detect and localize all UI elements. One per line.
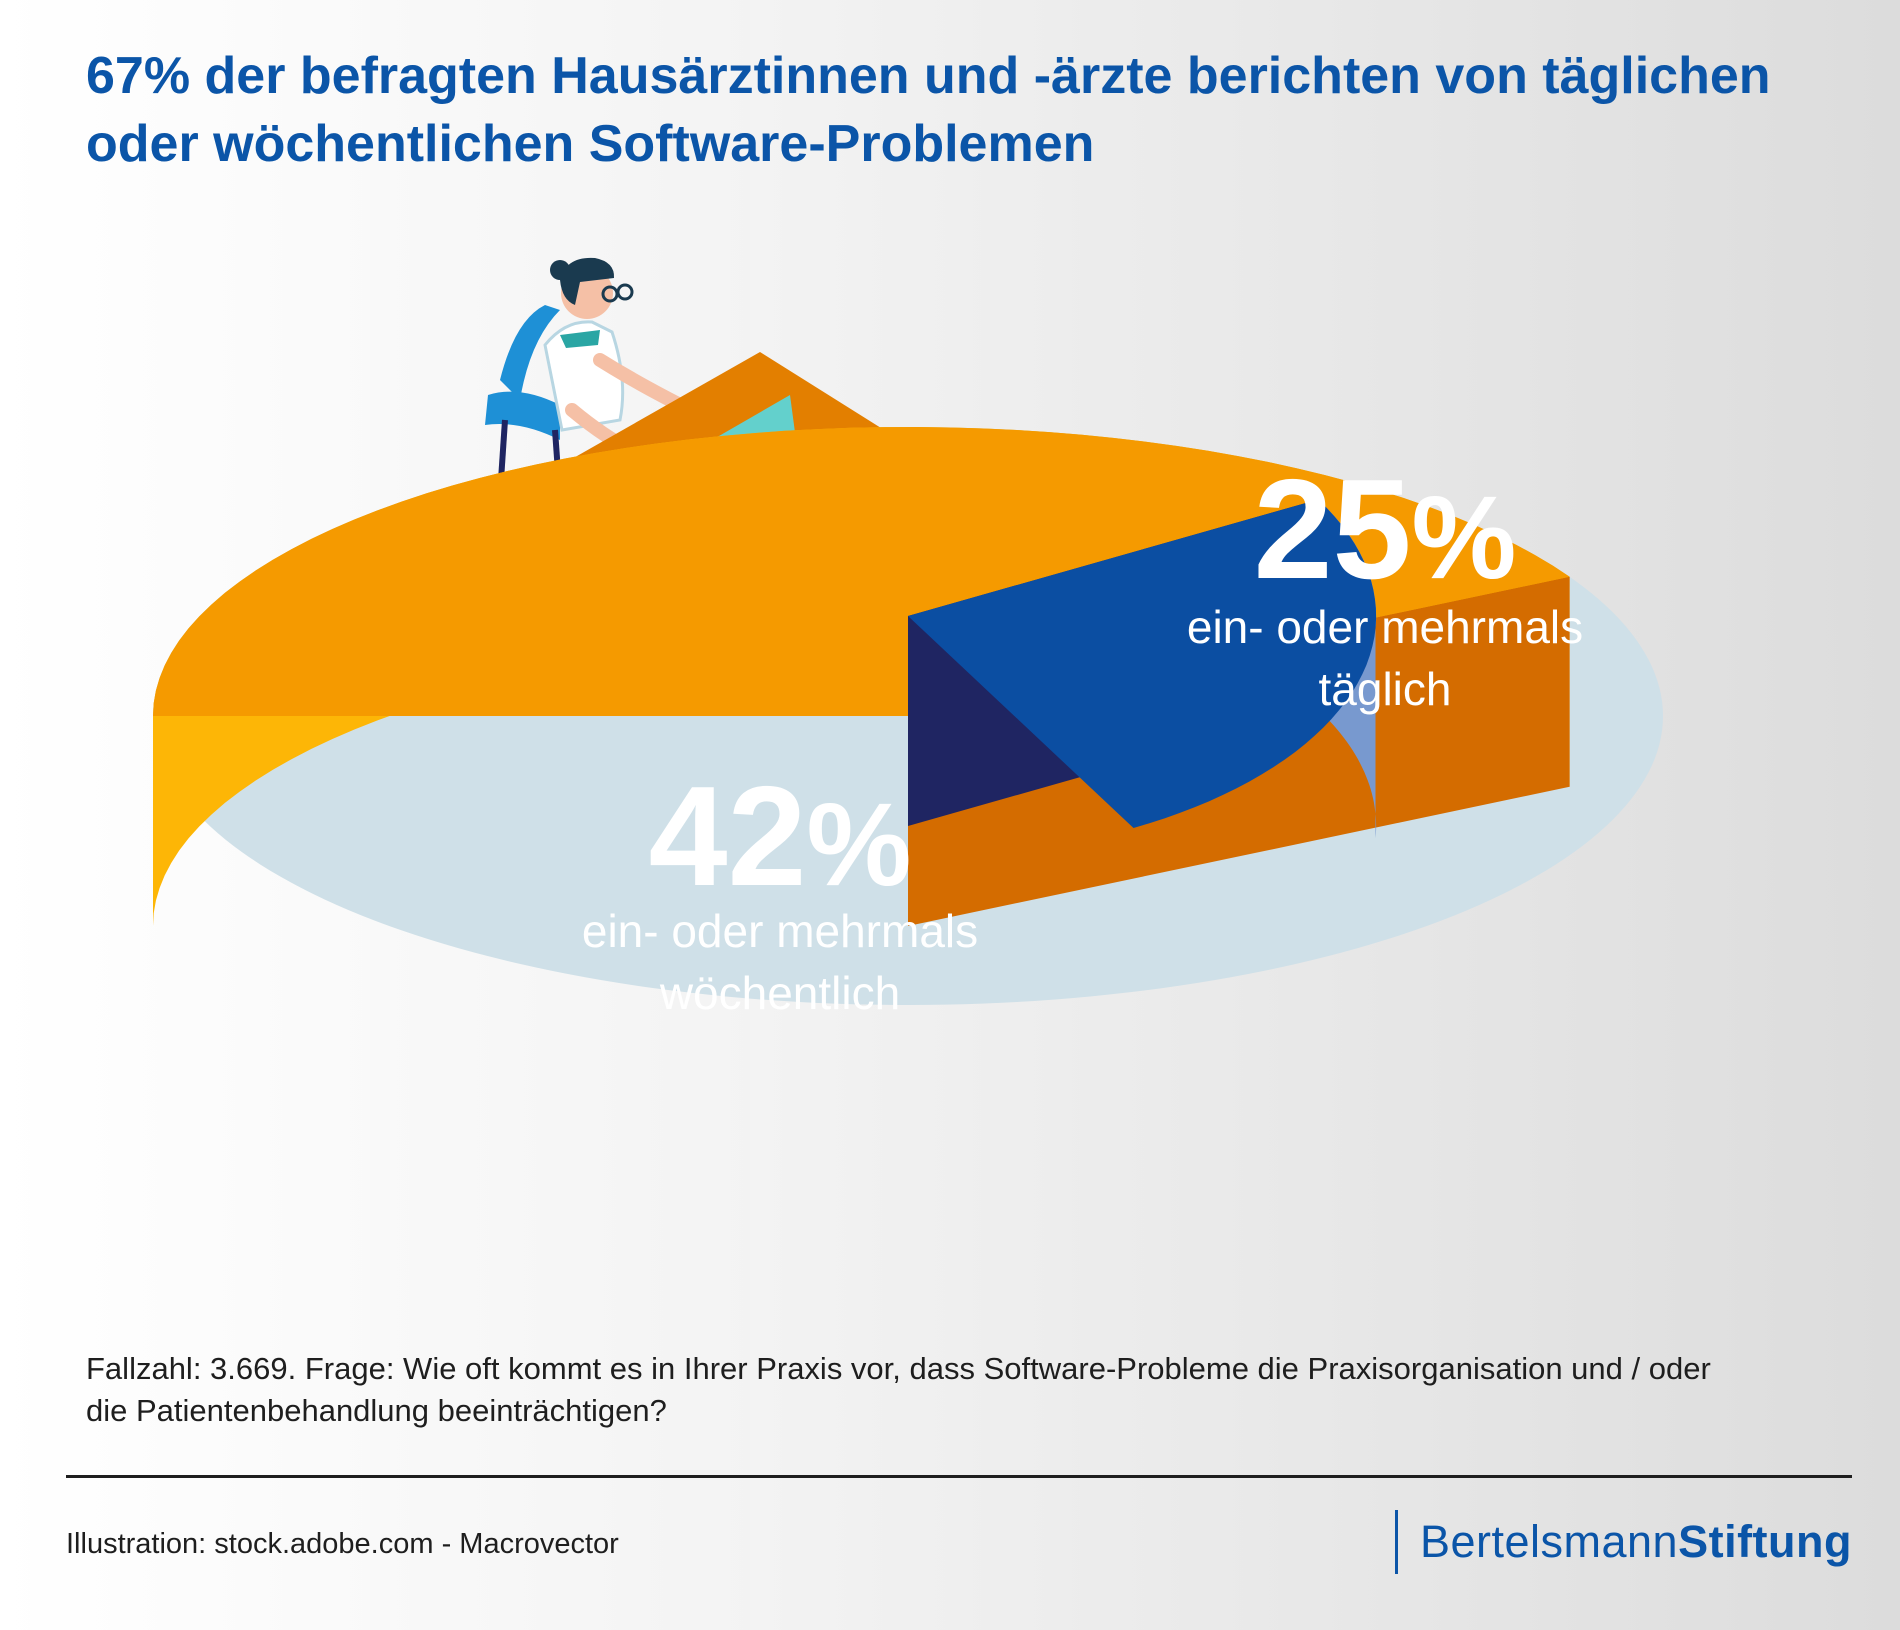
footnote: Fallzahl: 3.669. Frage: Wie oft kommt es…: [86, 1348, 1866, 1432]
logo-text: BertelsmannStiftung: [1420, 1516, 1852, 1568]
pie-slice-42-category-line-1: ein- oder mehrmals: [581, 905, 979, 957]
footnote-line-2: die Patientenbehandlung beeinträchtigen?: [86, 1393, 667, 1428]
pie-slice-42-value-label: 42%: [480, 762, 1080, 920]
pie-slice-25-top: [908, 499, 1377, 828]
chart-title-line-2: oder wöchentlichen Software-Problemen: [86, 115, 1095, 173]
divider: [66, 1475, 1852, 1478]
pie-slice-25-category-line-1: ein- oder mehrmals: [1186, 601, 1584, 653]
logo-text-part-1: Bertelsmann: [1419, 1516, 1679, 1567]
chart-title-line-1: 67% der befragten Hausärztinnen und -ärz…: [86, 47, 1771, 105]
logo-bar: [1394, 1510, 1398, 1574]
pie-slice-25-value-label: 25%: [1085, 455, 1685, 613]
pie-slice-25: [908, 499, 1377, 839]
illustration-credit: Illustration: stock.adobe.com - Macrovec…: [66, 1528, 619, 1560]
pie-slice-42-value: 42: [648, 757, 807, 916]
pie-slice-42-category-line-2: wöchentlich: [659, 967, 901, 1019]
chart-title: 67% der befragten Hausärztinnen und -ärz…: [86, 42, 1846, 178]
footnote-line-1: Fallzahl: 3.669. Frage: Wie oft kommt es…: [86, 1351, 1711, 1386]
pie-slice-25-value: 25: [1253, 450, 1412, 609]
pie-slice-42-unit: %: [806, 779, 912, 911]
pie-slice-25-unit: %: [1411, 472, 1517, 604]
logo-text-part-2: Stiftung: [1678, 1516, 1852, 1567]
pie-slice-42-category-label: ein- oder mehrmals wöchentlich: [480, 900, 1080, 1024]
pie-slice-25-category-label: ein- oder mehrmals täglich: [1085, 596, 1685, 720]
bertelsmann-stiftung-logo: BertelsmannStiftung: [1394, 1510, 1852, 1574]
pie-slice-25-category-line-2: täglich: [1318, 663, 1452, 715]
